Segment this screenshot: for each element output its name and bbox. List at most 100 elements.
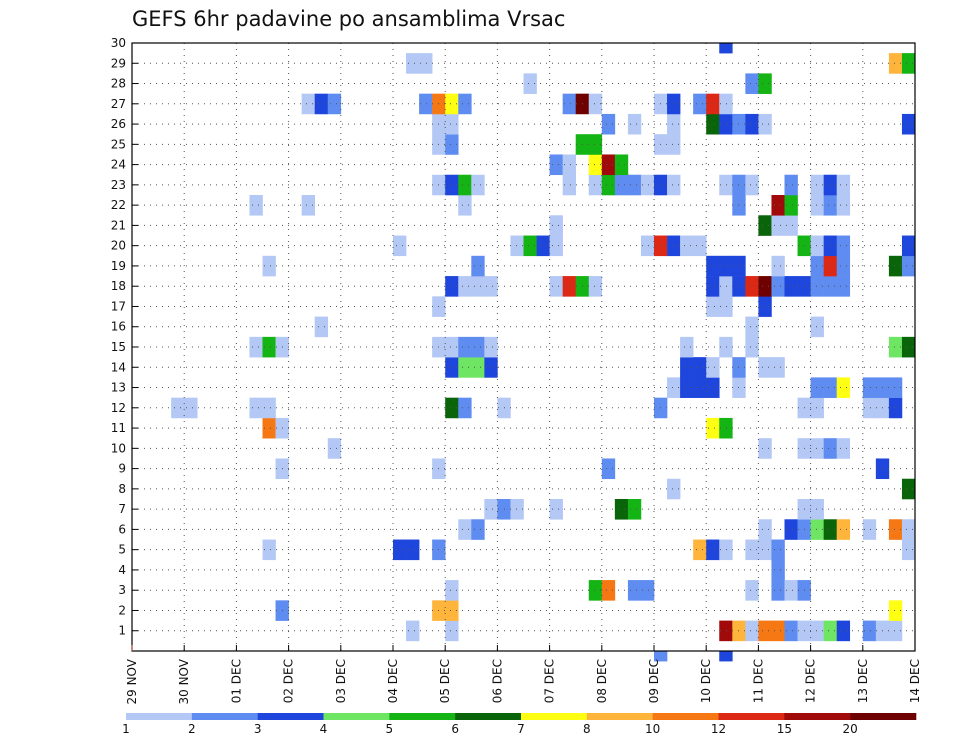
precip-cell: [888, 255, 903, 277]
precip-cell: [706, 296, 720, 317]
precip-cell: [719, 539, 733, 561]
precip-cell: [862, 519, 877, 540]
precip-cell: [445, 357, 459, 378]
colorbar-label: 6: [451, 722, 459, 736]
precip-cell: [758, 539, 772, 561]
precip-cell: [719, 93, 733, 115]
precip-cell: [549, 235, 563, 257]
precip-cell: [810, 397, 824, 419]
precip-cell: [836, 235, 851, 257]
precip-cell: [262, 397, 276, 419]
precip-cell: [745, 73, 759, 94]
precip-cell: [680, 357, 694, 378]
precip-cell: [614, 154, 629, 176]
y-tick-label: 26: [111, 117, 126, 131]
precip-cell: [888, 377, 903, 398]
y-tick-label: 11: [111, 421, 126, 435]
precip-cell: [654, 651, 668, 662]
y-tick-label: 20: [111, 239, 126, 253]
colorbar-label: 1: [122, 722, 130, 736]
colorbar: 1 2 3 4 5 6 7 8 10 12 15 20: [122, 713, 917, 736]
precip-cell: [458, 357, 472, 378]
precip-cell: [471, 336, 485, 358]
colorbar-segment: [455, 713, 522, 720]
precip-cell: [706, 377, 720, 398]
precip-cell: [758, 215, 772, 236]
precip-cell: [758, 519, 772, 540]
precip-cell: [836, 620, 851, 642]
precip-cell: [249, 195, 263, 216]
precip-cell: [758, 357, 772, 378]
precip-cell: [901, 519, 916, 540]
y-tick-label: 5: [118, 543, 126, 557]
precip-cell: [471, 174, 485, 196]
precip-cell: [823, 255, 837, 277]
y-tick-label: 8: [118, 482, 126, 496]
precip-cell: [445, 93, 459, 115]
precip-cell: [810, 499, 824, 520]
precip-cell: [823, 377, 837, 398]
precip-cell: [719, 336, 733, 358]
precip-cell: [262, 539, 276, 561]
precip-cell: [719, 296, 733, 317]
precip-cell: [706, 417, 720, 439]
precip-cell: [601, 154, 616, 176]
precip-cell: [588, 276, 603, 297]
precip-cell: [693, 235, 707, 257]
precip-cell: [706, 93, 720, 115]
precip-cell: [706, 357, 720, 378]
precip-cell: [445, 580, 459, 601]
precip-cell: [627, 113, 642, 135]
precip-cell: [758, 438, 772, 459]
y-tick-label: 22: [111, 198, 126, 212]
precip-cell: [627, 499, 642, 520]
precip-cell: [888, 620, 903, 642]
y-tick-label: 18: [111, 279, 126, 293]
colorbar-label: 4: [320, 722, 328, 736]
precip-cell: [640, 174, 655, 196]
precip-cell: [719, 651, 733, 662]
x-tick-label: 08 DEC: [595, 659, 609, 703]
colorbar-segment: [850, 713, 917, 720]
precip-cell: [484, 499, 498, 520]
y-tick-label: 28: [111, 77, 126, 91]
precip-cell: [249, 336, 263, 358]
precip-cell: [771, 255, 785, 277]
x-tick-label: 01 DEC: [229, 659, 243, 703]
precip-cell: [471, 255, 485, 277]
x-tick-label: 13 DEC: [856, 659, 870, 703]
precip-cell: [823, 174, 837, 196]
precip-cell: [562, 174, 576, 196]
colorbar-segment: [323, 713, 390, 720]
precip-cell: [458, 174, 472, 196]
precip-cell: [888, 397, 903, 419]
precip-cell: [471, 276, 485, 297]
precip-cell: [758, 296, 772, 317]
precip-cell: [484, 336, 498, 358]
precip-cell: [901, 336, 916, 358]
precip-cell: [836, 377, 851, 398]
precip-cell: [327, 93, 342, 115]
precip-cell: [823, 519, 837, 540]
precip-cell: [458, 195, 472, 216]
x-axis: 29 NOV 30 NOV 01 DEC 02 DEC 03 DEC 04 DEC 05 D…: [125, 645, 922, 705]
precip-cell: [745, 316, 759, 338]
colorbar-label: 2: [188, 722, 196, 736]
precip-cell: [719, 620, 733, 642]
precip-cell: [562, 154, 576, 176]
x-tick-label: 11 DEC: [751, 659, 765, 703]
x-tick-label: 09 DEC: [647, 659, 661, 703]
precip-cell: [719, 174, 733, 196]
colorbar-segment: [126, 713, 193, 720]
precip-cell: [393, 539, 407, 561]
precip-cell: [588, 154, 603, 176]
precip-cell: [419, 93, 433, 115]
colorbar-label: 7: [517, 722, 525, 736]
colorbar-label: 12: [711, 722, 726, 736]
precip-cell: [719, 417, 733, 439]
precip-cell: [667, 174, 681, 196]
precip-cell: [445, 276, 459, 297]
x-tick-label: 02 DEC: [282, 659, 296, 703]
precip-cell: [667, 235, 681, 257]
precip-cell: [758, 113, 772, 135]
